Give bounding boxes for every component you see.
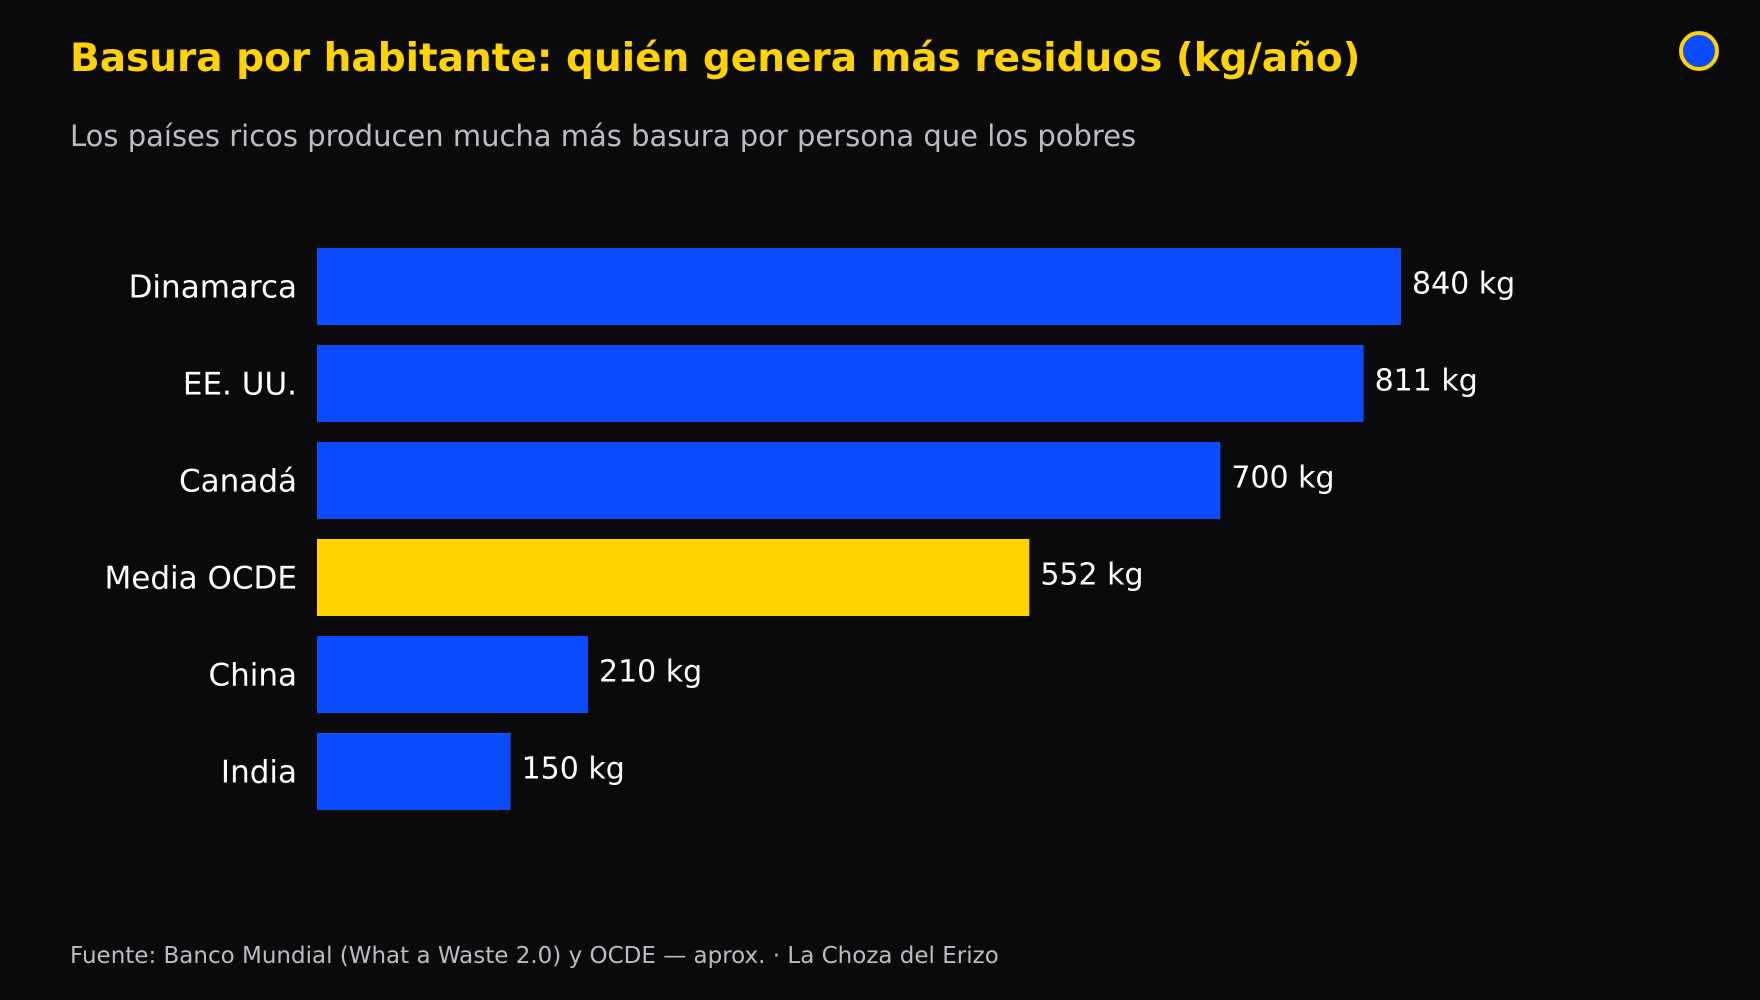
category-label-media-ocde: Media OCDE xyxy=(105,561,297,597)
value-label-ee-uu: 811 kg xyxy=(1375,364,1478,399)
category-label-dinamarca: Dinamarca xyxy=(129,270,297,306)
category-label-china: China xyxy=(208,658,297,694)
category-label-canada: Canadá xyxy=(179,464,297,500)
value-label-canada: 700 kg xyxy=(1231,461,1334,496)
chart-title: Basura por habitante: quién genera más r… xyxy=(70,36,1361,81)
category-label-ee-uu: EE. UU. xyxy=(183,367,297,403)
bar-dinamarca xyxy=(317,248,1401,325)
bar-canada xyxy=(317,442,1221,519)
bar-ee-uu xyxy=(317,345,1364,422)
value-label-dinamarca: 840 kg xyxy=(1412,267,1515,302)
chart-subtitle: Los países ricos producen mucha más basu… xyxy=(70,119,1137,153)
brand-logo-icon xyxy=(1679,31,1719,71)
category-label-india: India xyxy=(221,755,297,791)
bar-media-ocde xyxy=(317,539,1030,616)
bar-india xyxy=(317,733,511,810)
value-label-media-ocde: 552 kg xyxy=(1040,558,1143,593)
source-note: Fuente: Banco Mundial (What a Waste 2.0)… xyxy=(70,943,999,969)
bar-china xyxy=(317,636,588,713)
value-label-china: 210 kg xyxy=(599,655,702,690)
value-label-india: 150 kg xyxy=(522,752,625,787)
